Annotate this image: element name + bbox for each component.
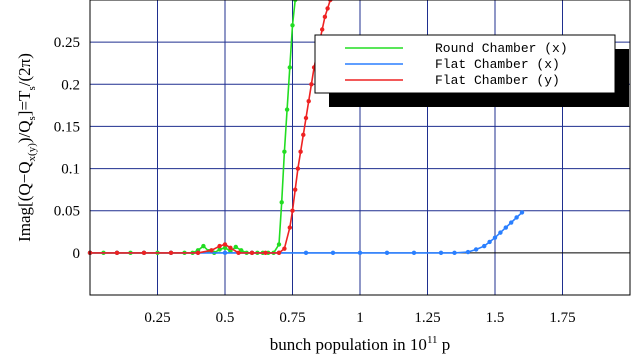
data-point <box>282 149 287 154</box>
data-point <box>384 250 390 256</box>
y-tick-label: 0 <box>73 246 81 262</box>
data-point <box>284 107 290 112</box>
data-point <box>263 250 268 256</box>
data-point <box>290 208 295 213</box>
data-point <box>301 132 306 138</box>
data-point <box>276 242 282 247</box>
data-point <box>498 230 503 235</box>
data-point <box>295 166 301 171</box>
data-point <box>309 82 314 87</box>
data-point <box>303 250 309 256</box>
data-point <box>303 115 309 121</box>
data-point <box>201 243 206 249</box>
data-point <box>411 250 417 256</box>
data-point <box>322 14 328 20</box>
data-point <box>222 242 228 247</box>
y-tick-label: 0.15 <box>54 119 80 135</box>
data-point <box>357 250 363 256</box>
x-tick-label: 1.5 <box>486 310 505 326</box>
data-point <box>482 243 487 249</box>
data-point <box>465 249 471 255</box>
data-point <box>293 0 298 3</box>
data-point <box>249 250 255 256</box>
data-point <box>298 149 303 154</box>
data-point <box>209 248 214 253</box>
data-point <box>287 65 292 70</box>
data-point <box>509 220 514 225</box>
x-tick-label: 0.25 <box>144 310 170 326</box>
y-tick-label: 0.1 <box>61 162 80 178</box>
legend-label: Flat Chamber (y) <box>435 73 560 88</box>
x-tick-label: 0.75 <box>279 310 305 326</box>
data-point <box>222 245 228 250</box>
data-point <box>473 247 479 252</box>
data-point <box>168 250 174 256</box>
data-point <box>325 6 330 11</box>
data-point <box>306 98 311 104</box>
data-point <box>293 187 298 192</box>
tick-labels: 0.25 0.5 0.75 1 1.25 1.5 1.75 0 0.05 0.1 0.15 0.2 0.… <box>54 35 576 326</box>
data-point <box>328 0 333 3</box>
y-axis-label: Imag[(Q−Qx(y))/Qs]=Ts/(2π) <box>15 53 38 242</box>
data-point <box>217 247 222 252</box>
data-point <box>282 246 287 251</box>
data-point <box>519 210 525 215</box>
x-tick-label: 1.25 <box>414 310 440 326</box>
data-point <box>503 225 508 230</box>
data-point <box>141 250 147 256</box>
data-point <box>279 200 284 205</box>
legend-label: Flat Chamber (x) <box>435 57 560 72</box>
data-point <box>330 250 336 256</box>
series-line-1 <box>90 211 523 254</box>
x-tick-label: 0.5 <box>216 310 235 326</box>
data-point <box>487 239 492 245</box>
y-tick-label: 0.25 <box>54 35 80 51</box>
legend-label: Round Chamber (x) <box>435 41 568 56</box>
legend-box <box>314 34 616 94</box>
data-point <box>195 250 201 256</box>
x-tick-label: 1.75 <box>549 310 575 326</box>
data-point <box>287 225 292 230</box>
data-point <box>114 250 120 256</box>
data-point <box>452 250 457 256</box>
axis-labels: bunch population in 1011 p Imag[(Q−Qx(y))… <box>15 53 450 354</box>
data-point <box>217 243 222 249</box>
data-point <box>236 250 241 256</box>
x-tick-label: 1 <box>356 310 364 326</box>
plot-frame <box>89 0 631 296</box>
data-point <box>276 250 282 256</box>
data-point <box>290 23 295 28</box>
data-point <box>228 245 233 250</box>
data-point <box>233 244 238 250</box>
data-point <box>222 250 228 256</box>
y-tick-label: 0.05 <box>54 204 80 220</box>
data-point <box>514 215 519 220</box>
x-axis-label: bunch population in 1011 p <box>270 334 451 354</box>
data-point <box>320 27 325 32</box>
data-point <box>492 235 498 240</box>
data-point <box>438 250 444 256</box>
legend: Round Chamber (x)Flat Chamber (x)Flat Ch… <box>314 34 629 107</box>
y-tick-label: 0.2 <box>61 77 80 93</box>
